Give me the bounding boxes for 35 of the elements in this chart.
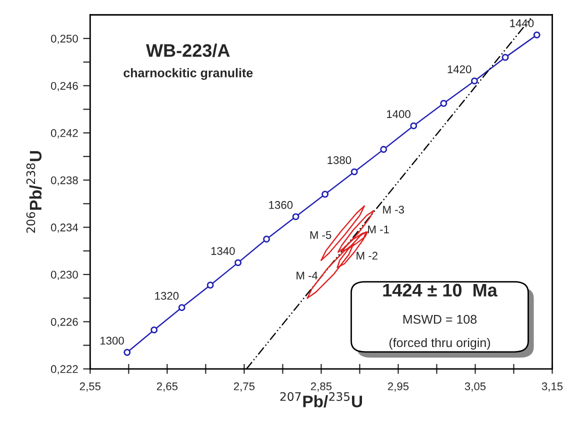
y-tick-label: 0,242 [50, 129, 78, 138]
x-tick-label: 2,75 [234, 382, 255, 392]
annotation: (forced thru origin) [389, 338, 490, 350]
y-tick-label: 0,226 [50, 318, 78, 328]
y-axis-title: $^{206}$Pb/$^{238}$U [26, 151, 42, 233]
y-tick-label: 0,250 [50, 34, 78, 44]
annotation: 1340 [211, 247, 235, 255]
annotation: 1300 [100, 336, 124, 345]
text: charnockitic granulite [124, 68, 253, 80]
text: WB-223/A [146, 44, 230, 58]
x-tick-label: 2,85 [310, 382, 332, 392]
annotation: 1320 [155, 292, 179, 300]
annotation: 1380 [328, 156, 352, 164]
annotation: 1400 [386, 110, 410, 118]
annotation: 1440 [510, 19, 534, 28]
annotation: 1424 ± 10 Ma [383, 284, 498, 297]
y-tick-label: 0,246 [50, 82, 78, 92]
x-tick-label: 3,05 [464, 382, 486, 392]
series-label: M -1 [368, 226, 389, 234]
annotation: MSWD = 108 [403, 314, 477, 324]
series-label: M -2 [356, 252, 378, 260]
y-tick-label: 0,238 [50, 176, 78, 186]
y-tick-label: 0,230 [50, 270, 78, 280]
y-tick-label: 0,234 [50, 224, 78, 233]
x-tick-label: 2,55 [80, 382, 100, 392]
annotation: 1360 [269, 201, 293, 209]
series-label: M -5 [310, 231, 332, 239]
x-tick-label: 2,95 [388, 382, 409, 392]
y-tick-label: 0,222 [50, 365, 78, 374]
x-tick-label: 3,15 [542, 382, 563, 392]
x-tick-label: 2,65 [156, 382, 178, 392]
x-axis-title: $^{207}$Pb/$^{235}$U [280, 392, 362, 408]
series-label: M -4 [296, 272, 318, 280]
series-label: M -3 [383, 206, 404, 214]
annotation: 1420 [448, 65, 472, 74]
